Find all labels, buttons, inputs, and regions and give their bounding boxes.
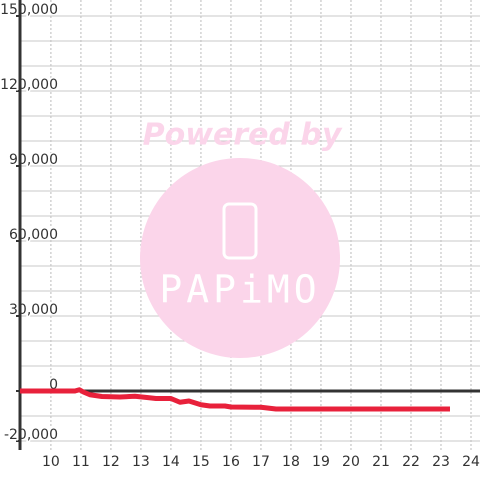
y-tick-label: 90,000: [9, 152, 58, 168]
x-tick-label: 22: [402, 454, 420, 470]
x-tick-label: 13: [132, 454, 150, 470]
series-line: [20, 387, 450, 412]
x-tick-label: 23: [432, 454, 450, 470]
x-tick-label: 19: [312, 454, 330, 470]
x-tick-label: 11: [72, 454, 90, 470]
x-tick-label: 10: [42, 454, 60, 470]
x-tick-label: 18: [282, 454, 300, 470]
watermark-phone: [222, 202, 258, 260]
x-tick-label: 24: [462, 454, 480, 470]
x-tick-label: 16: [222, 454, 240, 470]
y-tick-label: 150,000: [0, 2, 58, 18]
x-tick-label: 17: [252, 454, 270, 470]
watermark-logo: PAPiMO: [159, 268, 320, 312]
x-tick-label: 15: [192, 454, 210, 470]
x-tick-label: 14: [162, 454, 180, 470]
x-tick-label: 20: [342, 454, 360, 470]
x-tick-label: 21: [372, 454, 390, 470]
watermark-caption: Powered by: [143, 118, 343, 153]
y-tick-label: 30,000: [9, 302, 58, 318]
x-tick-label: 12: [102, 454, 120, 470]
y-tick-label: 120,000: [0, 77, 58, 93]
y-tick-label: 60,000: [9, 227, 58, 243]
watermark: Powered by PAPiMO: [140, 118, 343, 358]
y-tick-label: 0: [49, 377, 58, 393]
y-tick-label: -20,000: [4, 427, 58, 443]
